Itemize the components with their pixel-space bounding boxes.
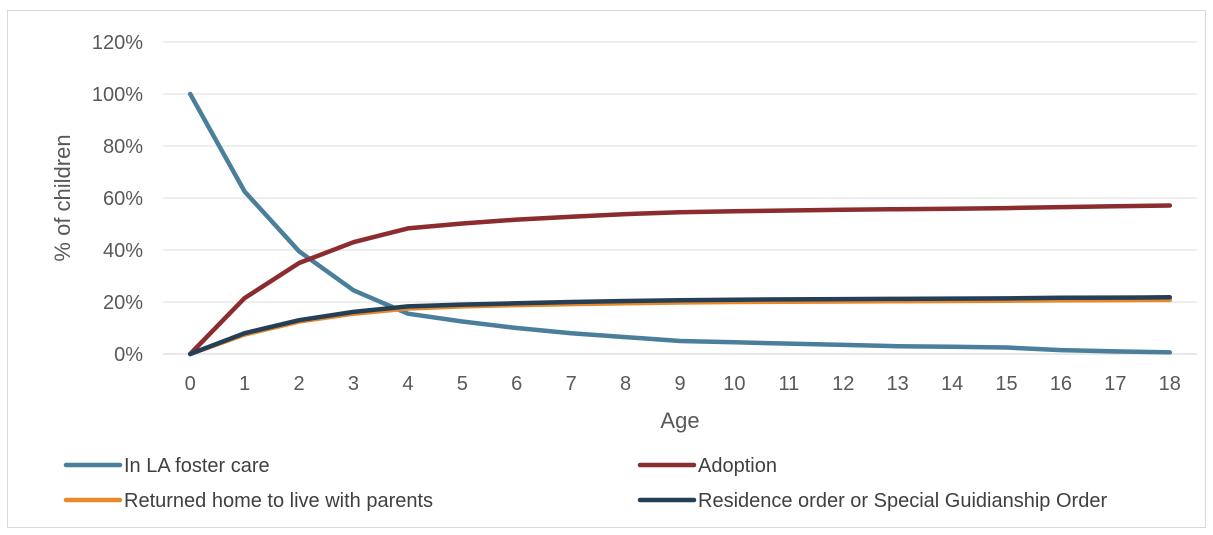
x-tick-label: 9 <box>674 373 685 395</box>
x-tick-label: 4 <box>402 373 413 395</box>
x-tick-label: 17 <box>1104 373 1126 395</box>
legend-label-3: Returned home to live with parents <box>124 490 433 512</box>
x-tick-label: 16 <box>1050 373 1072 395</box>
y-tick-label: 80% <box>103 136 143 158</box>
x-tick-label: 1 <box>239 373 250 395</box>
x-tick-label: 3 <box>348 373 359 395</box>
y-tick-label: 0% <box>114 344 143 366</box>
x-tick-label: 6 <box>511 373 522 395</box>
x-tick-label: 12 <box>832 373 854 395</box>
chart-frame <box>7 10 1206 528</box>
x-tick-label: 18 <box>1159 373 1181 395</box>
x-tick-label: 7 <box>566 373 577 395</box>
x-tick-label: 2 <box>293 373 304 395</box>
series-line-4 <box>187 295 1173 357</box>
y-tick-label: 100% <box>92 84 143 106</box>
y-tick-label: 40% <box>103 240 143 262</box>
x-tick-label: 8 <box>620 373 631 395</box>
legend-label-2: Adoption <box>698 455 777 477</box>
x-tick-label: 14 <box>941 373 963 395</box>
x-tick-label: 5 <box>457 373 468 395</box>
series-lines <box>187 91 1173 357</box>
y-tick-label: 20% <box>103 292 143 314</box>
x-tick-label: 10 <box>723 373 745 395</box>
series-line-2 <box>187 203 1173 357</box>
x-axis-title: Age <box>660 408 699 433</box>
x-tick-labels: 0 1 2 3 4 5 6 7 8 9 10 11 12 13 14 15 16 17 18 <box>185 373 1181 395</box>
x-tick-label: 13 <box>887 373 909 395</box>
series-line-1 <box>187 91 1173 355</box>
x-tick-label: 15 <box>995 373 1017 395</box>
legend-label-1: In LA foster care <box>124 455 270 477</box>
y-tick-label: 120% <box>92 32 143 54</box>
y-axis-title: % of children <box>50 134 75 261</box>
x-tick-label: 0 <box>185 373 196 395</box>
legend: In LA foster care Adoption Returned home t… <box>63 455 1107 512</box>
y-tick-labels: 0% 20% 40% 60% 80% 100% 120% <box>92 32 143 366</box>
legend-label-4: Residence order or Special Guidianship O… <box>698 490 1107 512</box>
series-line-3 <box>187 297 1173 357</box>
gridlines <box>163 41 1197 355</box>
y-tick-label: 60% <box>103 188 143 210</box>
x-tick-label: 11 <box>778 373 799 395</box>
